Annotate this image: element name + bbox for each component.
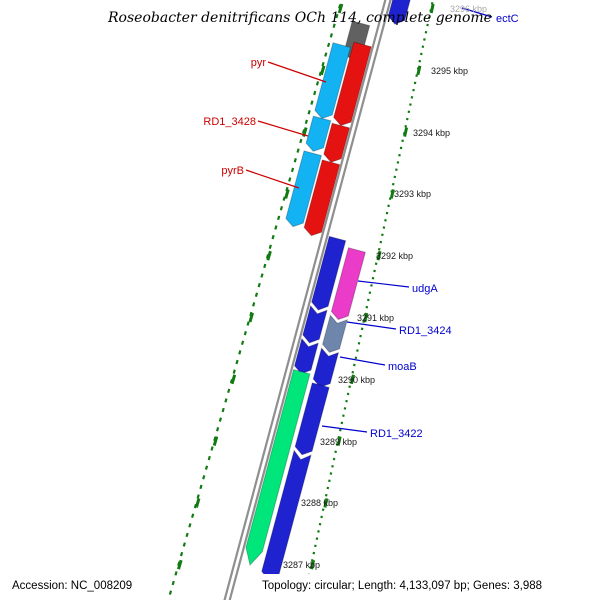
gene-label-rd1-3428[interactable]: RD1_3428 (203, 116, 256, 128)
gene-label-ectc[interactable]: ectC (496, 13, 519, 25)
status-accession-bg (4, 574, 156, 598)
kbp-tick-left (319, 65, 326, 76)
kbp-tick-right (349, 374, 355, 385)
gene-block-cds-red-a[interactable] (332, 41, 372, 128)
ruler-label: 3290 kbp (338, 375, 375, 385)
kbp-tick-left (337, 3, 344, 14)
ruler-label: 3289 kbp (320, 437, 357, 447)
kbp-tick-right (416, 65, 422, 76)
kbp-tick-right (389, 189, 395, 199)
ruler-label: 3287 kbp (283, 560, 320, 570)
status-accession: Accession: NC_008209 (12, 580, 132, 592)
kbp-tick-right (403, 127, 409, 137)
ruler-label: 3293 kbp (394, 189, 431, 199)
genome-track (215, 0, 413, 600)
kbp-tick-right (376, 250, 382, 261)
kbp-tick-left (194, 497, 201, 508)
kbp-tick-left (230, 374, 237, 385)
gene-block-cds-red-c[interactable] (303, 159, 341, 238)
ectc-leader-line (461, 7, 493, 18)
pyr-leader-line (267, 61, 327, 83)
rd1-3428-leader-line (257, 120, 309, 137)
kbp-tick-left (284, 188, 290, 199)
ruler-label: 3288 kbp (301, 498, 338, 508)
gene-label-udga[interactable]: udgA (412, 283, 438, 295)
gene-block-udgA[interactable] (330, 247, 366, 322)
gene-label-pyrb[interactable]: pyrB (221, 165, 244, 177)
gene-block-pyr[interactable] (313, 42, 352, 121)
status-bar: Accession: NC_008209 Topology: circular;… (4, 574, 598, 600)
ruler-label: 3291 kbp (357, 313, 394, 323)
gene-block-cds-blue-c[interactable] (293, 337, 319, 376)
gene-label-moab[interactable]: moaB (388, 361, 417, 373)
gene-block-cds-red-b[interactable] (322, 122, 351, 164)
ruler-label: 3294 kbp (413, 128, 450, 138)
gene-block-ectC[interactable] (387, 0, 413, 26)
rd1-3422-leader-line (321, 425, 368, 433)
gene-block-cds-green[interactable] (242, 369, 311, 568)
ruler-label: 3295 kbp (431, 66, 468, 76)
gene-label-pyr[interactable]: pyr (251, 57, 267, 69)
ruler-labels: 3296 kbp 3295 kbp 3294 kbp 3293 kbp 3292… (283, 4, 487, 570)
ruler-label: 3292 kbp (376, 251, 413, 261)
kbp-tick-right (336, 436, 342, 446)
status-topology-bg (257, 574, 598, 600)
kbp-tick-right (310, 559, 316, 570)
rd1-3424-leader-line (346, 321, 397, 330)
kbp-tick-right (363, 312, 369, 323)
backbone-line (215, 0, 392, 600)
kbp-tick-left (266, 250, 272, 261)
kbp-tick-left (212, 436, 219, 447)
moab-leader-line (339, 356, 386, 366)
gene-labels: pyr RD1_3428 pyrB ectC udgA RD1_3424 moa… (203, 13, 518, 440)
ruler-label: 3296 kbp (450, 4, 487, 14)
kbp-tick-left (177, 559, 183, 570)
udga-leader-line (357, 280, 410, 288)
gene-block-cds-blue-b[interactable] (301, 304, 328, 345)
gene-block-moaB[interactable] (312, 347, 340, 389)
kbp-tick-left (248, 312, 254, 323)
pyrb-leader-line (245, 169, 300, 189)
gene-label-rd1-3424[interactable]: RD1_3424 (399, 325, 452, 337)
gene-block-pyrB[interactable] (284, 150, 323, 229)
backbone-line (219, 0, 397, 600)
gene-block-cds-blue-a[interactable] (310, 235, 347, 312)
ruler-ticks (177, 3, 435, 570)
status-topology: Topology: circular; Length: 4,133,097 bp… (262, 580, 542, 592)
ruler-line-right (302, 0, 435, 600)
leader-lines (245, 7, 493, 433)
kbp-tick-right (323, 498, 329, 508)
ruler-lines (167, 0, 435, 600)
gene-label-rd1-3422[interactable]: RD1_3422 (370, 428, 423, 440)
kbp-tick-right (429, 3, 435, 14)
gene-block-RD1_3424[interactable] (321, 314, 348, 354)
genome-title: Roseobacter denitrificans OCh 114, compl… (107, 10, 492, 26)
gene-block-RD1_3428[interactable] (305, 115, 332, 154)
gene-block-RD1_3422[interactable] (294, 382, 330, 457)
